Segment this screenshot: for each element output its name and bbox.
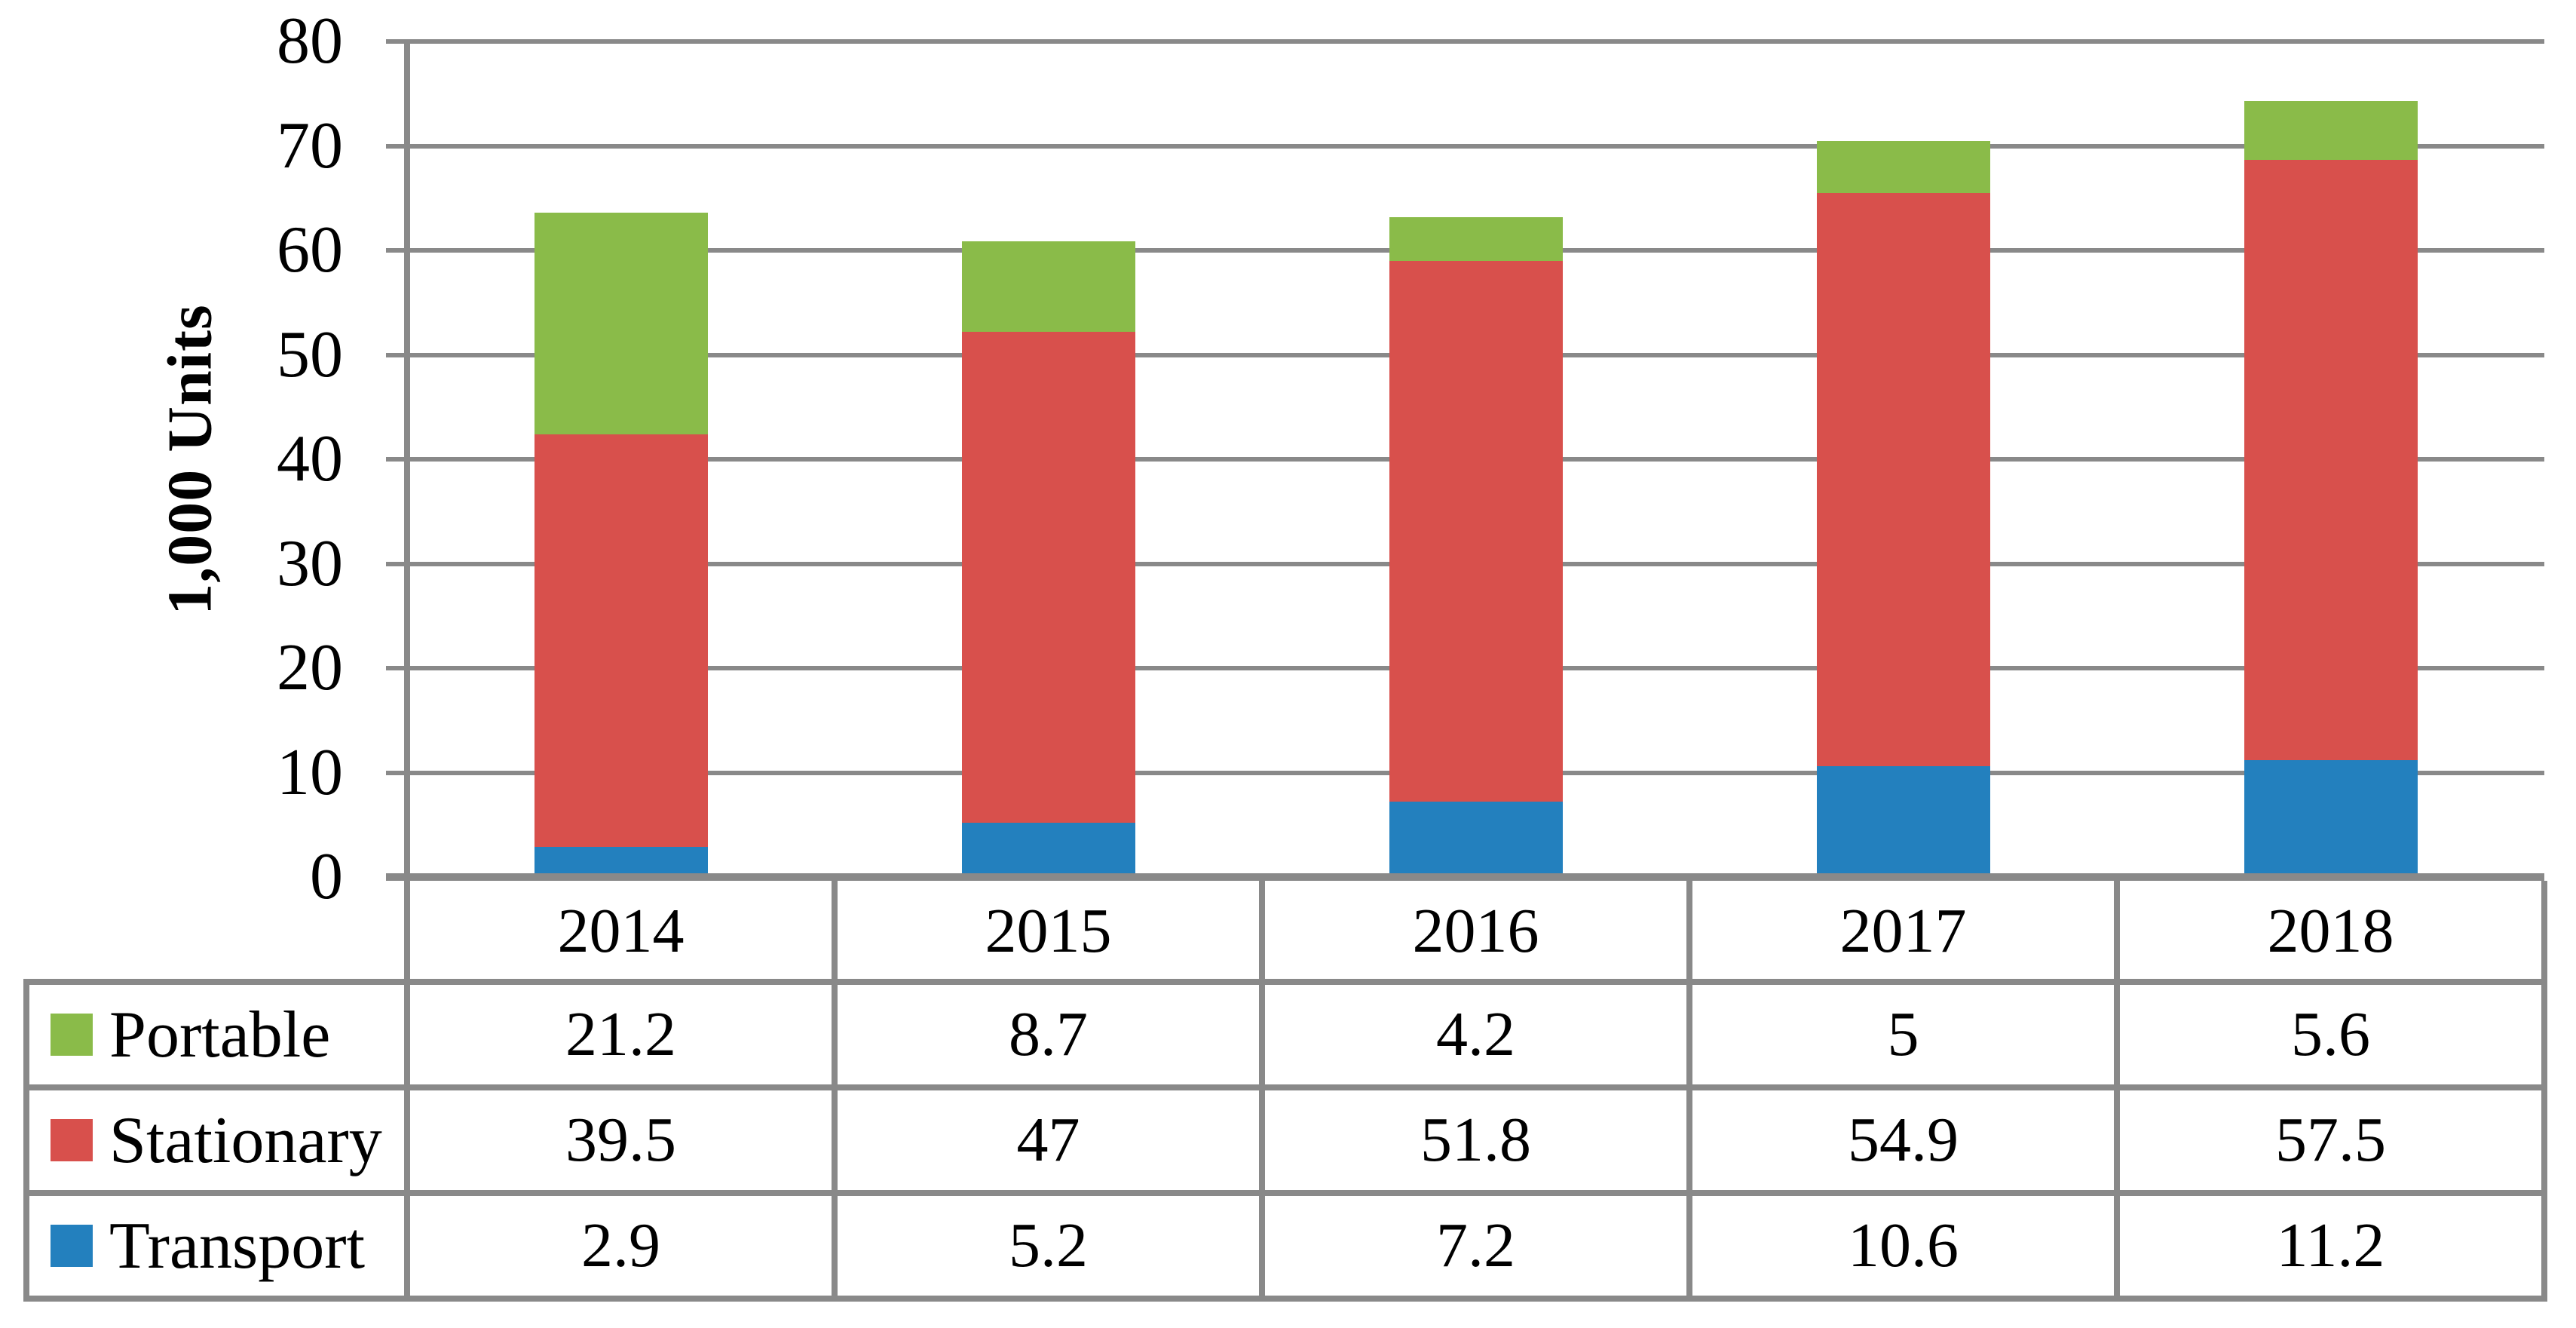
value-cell-transport-2017: 10.6 <box>1692 1196 2114 1296</box>
y-tick-label-80: 80 <box>277 5 343 78</box>
bar-segment-portable-2015 <box>961 241 1135 333</box>
value-cell-stationary-2014: 39.5 <box>410 1090 832 1190</box>
bar-2016 <box>1389 216 1563 877</box>
tick-mark-80 <box>386 39 407 44</box>
bar-segment-stationary-2014 <box>534 434 708 847</box>
tick-mark-70 <box>386 143 407 149</box>
bar-segment-portable-2018 <box>2244 100 2418 160</box>
bar-segment-stationary-2017 <box>1816 192 1990 767</box>
row-label-transport: Transport <box>29 1196 404 1296</box>
value-cell-portable-2015: 8.7 <box>838 985 1259 1084</box>
value-cell-portable-2014: 21.2 <box>410 985 832 1084</box>
year-cell-2017: 2017 <box>1692 881 2114 982</box>
data-table: Portable 21.2 8.7 4.2 5 5.6 Stationary 39.5 47 51… <box>23 979 2547 1302</box>
tick-mark-10 <box>386 770 407 775</box>
value-cell-transport-2016: 7.2 <box>1265 1196 1686 1296</box>
value-cell-transport-2014: 2.9 <box>410 1196 832 1296</box>
x-axis-line <box>386 873 2544 881</box>
y-tick-label-10: 10 <box>277 735 343 809</box>
value-cell-portable-2016: 4.2 <box>1265 985 1686 1084</box>
value-cell-transport-2015: 5.2 <box>838 1196 1259 1296</box>
bar-segment-transport-2014 <box>534 846 708 877</box>
gridline-80 <box>407 39 2544 44</box>
value-cell-stationary-2018: 57.5 <box>2120 1090 2541 1190</box>
bar-segment-portable-2014 <box>534 213 708 434</box>
value-cell-portable-2017: 5 <box>1692 985 2114 1084</box>
tick-mark-30 <box>386 561 407 566</box>
tick-mark-20 <box>386 666 407 670</box>
bar-segment-transport-2015 <box>961 822 1135 877</box>
legend-swatch-portable-icon <box>51 1014 93 1056</box>
y-tick-label-20: 20 <box>277 631 343 704</box>
bar-2017 <box>1816 140 1990 877</box>
y-tick-label-50: 50 <box>277 317 343 391</box>
bar-segment-stationary-2016 <box>1389 260 1563 802</box>
year-cell-2015: 2015 <box>838 881 1259 982</box>
gridline-70 <box>407 143 2544 149</box>
bar-segment-transport-2016 <box>1389 802 1563 877</box>
bar-segment-portable-2017 <box>1816 140 1990 193</box>
y-tick-label-0: 0 <box>310 840 343 913</box>
year-cell-2016: 2016 <box>1265 881 1686 982</box>
y-tick-label-70: 70 <box>277 109 343 182</box>
tick-mark-50 <box>386 352 407 357</box>
value-cell-portable-2018: 5.6 <box>2120 985 2541 1084</box>
value-cell-stationary-2017: 54.9 <box>1692 1090 2114 1190</box>
table-year-header-row: 2014 2015 2016 2017 2018 <box>404 881 2547 982</box>
bar-segment-transport-2017 <box>1816 766 1990 877</box>
legend-swatch-transport-icon <box>51 1225 93 1267</box>
year-cell-2018: 2018 <box>2120 881 2541 982</box>
legend-label-stationary: Stationary <box>109 1103 382 1177</box>
y-tick-label-60: 60 <box>277 213 343 287</box>
bar-2014 <box>534 213 708 877</box>
bar-segment-transport-2018 <box>2244 759 2418 877</box>
y-tick-label-30: 30 <box>277 526 343 600</box>
y-tick-label-40: 40 <box>277 422 343 495</box>
value-cell-stationary-2016: 51.8 <box>1265 1090 1686 1190</box>
tick-mark-60 <box>386 248 407 253</box>
value-cell-transport-2018: 11.2 <box>2120 1196 2541 1296</box>
legend-label-portable: Portable <box>109 998 331 1072</box>
tick-mark-40 <box>386 457 407 462</box>
legend-label-transport: Transport <box>109 1209 366 1283</box>
year-cell-2014: 2014 <box>410 881 832 982</box>
bar-2015 <box>961 241 1135 877</box>
y-axis-line <box>404 41 410 881</box>
plot-area <box>386 39 2544 881</box>
legend-swatch-stationary-icon <box>51 1119 93 1161</box>
value-cell-stationary-2015: 47 <box>838 1090 1259 1190</box>
y-axis-tick-labels: 0 10 20 30 40 50 60 70 80 <box>0 0 343 1328</box>
bar-2018 <box>2244 100 2418 877</box>
bar-segment-stationary-2015 <box>961 332 1135 823</box>
row-label-portable: Portable <box>29 985 404 1084</box>
bar-segment-portable-2016 <box>1389 216 1563 261</box>
row-label-stationary: Stationary <box>29 1090 404 1190</box>
bar-segment-stationary-2018 <box>2244 159 2418 760</box>
